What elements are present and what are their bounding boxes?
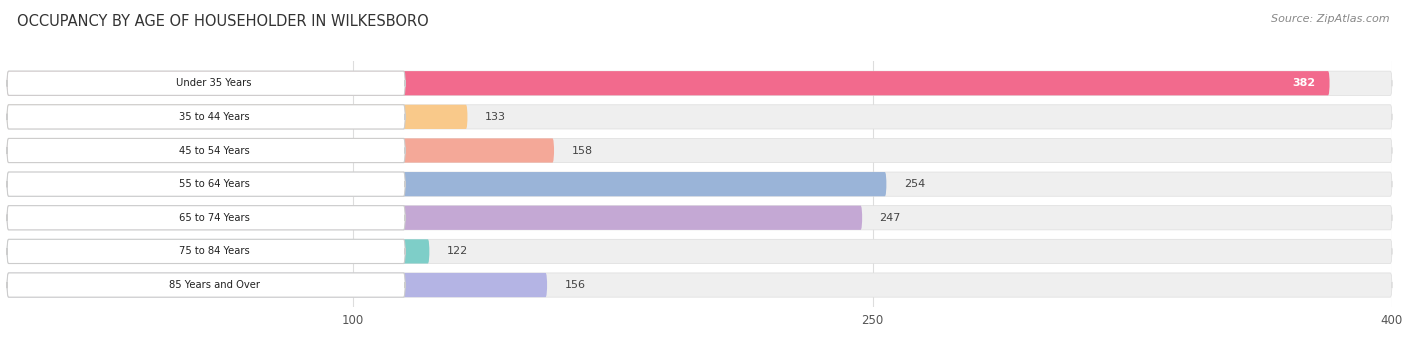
FancyBboxPatch shape (7, 206, 862, 230)
Text: 45 to 54 Years: 45 to 54 Years (179, 146, 249, 155)
FancyBboxPatch shape (7, 138, 405, 163)
Text: 85 Years and Over: 85 Years and Over (169, 280, 260, 290)
FancyBboxPatch shape (7, 206, 1392, 230)
FancyBboxPatch shape (7, 239, 405, 264)
Text: 35 to 44 Years: 35 to 44 Years (179, 112, 249, 122)
Text: 247: 247 (880, 213, 901, 223)
FancyBboxPatch shape (7, 105, 468, 129)
FancyBboxPatch shape (7, 239, 1392, 264)
FancyBboxPatch shape (7, 172, 1392, 196)
Text: 382: 382 (1292, 78, 1316, 88)
Text: 133: 133 (485, 112, 506, 122)
Text: 65 to 74 Years: 65 to 74 Years (179, 213, 249, 223)
FancyBboxPatch shape (7, 206, 405, 230)
FancyBboxPatch shape (7, 71, 1330, 95)
Text: 122: 122 (447, 247, 468, 256)
Text: 75 to 84 Years: 75 to 84 Years (179, 247, 249, 256)
FancyBboxPatch shape (7, 71, 1392, 95)
FancyBboxPatch shape (7, 172, 405, 196)
Text: 158: 158 (571, 146, 592, 155)
FancyBboxPatch shape (7, 172, 886, 196)
FancyBboxPatch shape (7, 105, 405, 129)
FancyBboxPatch shape (7, 273, 547, 297)
FancyBboxPatch shape (7, 273, 405, 297)
FancyBboxPatch shape (7, 138, 554, 163)
FancyBboxPatch shape (7, 273, 1392, 297)
FancyBboxPatch shape (7, 138, 1392, 163)
Text: OCCUPANCY BY AGE OF HOUSEHOLDER IN WILKESBORO: OCCUPANCY BY AGE OF HOUSEHOLDER IN WILKE… (17, 14, 429, 29)
Text: Under 35 Years: Under 35 Years (176, 78, 252, 88)
Text: 55 to 64 Years: 55 to 64 Years (179, 179, 249, 189)
FancyBboxPatch shape (7, 239, 429, 264)
Text: 254: 254 (904, 179, 925, 189)
FancyBboxPatch shape (7, 105, 1392, 129)
Text: 156: 156 (564, 280, 585, 290)
Text: Source: ZipAtlas.com: Source: ZipAtlas.com (1271, 14, 1389, 24)
FancyBboxPatch shape (7, 71, 405, 95)
